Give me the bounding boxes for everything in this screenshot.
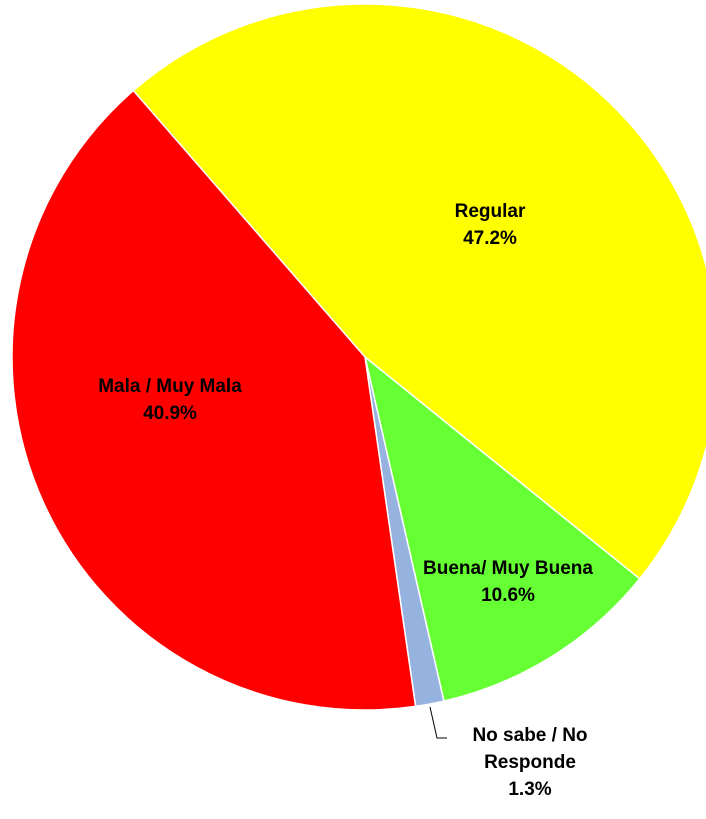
slice-name: Mala / Muy Mala [98,376,242,397]
slice-name: Buena/ Muy Buena [423,558,593,579]
pie-slice [132,3,706,580]
pie-slice [363,355,641,702]
pie-slice [11,89,417,711]
data-label: Buena/ Muy Buena 10.6% [418,555,598,609]
data-label: Regular 47.2% [400,198,580,252]
slice-percent: 10.6% [481,585,535,606]
data-label: Mala / Muy Mala 40.9% [50,373,290,427]
slice-percent: 47.2% [463,228,517,249]
slice-name: Regular [454,201,526,222]
slice-name: No sabe / No Responde [472,725,588,773]
slice-percent: 1.3% [508,779,552,800]
data-label: No sabe / No Responde 1.3% [440,722,620,803]
leader-line [429,706,447,739]
slice-percent: 40.9% [143,403,197,424]
